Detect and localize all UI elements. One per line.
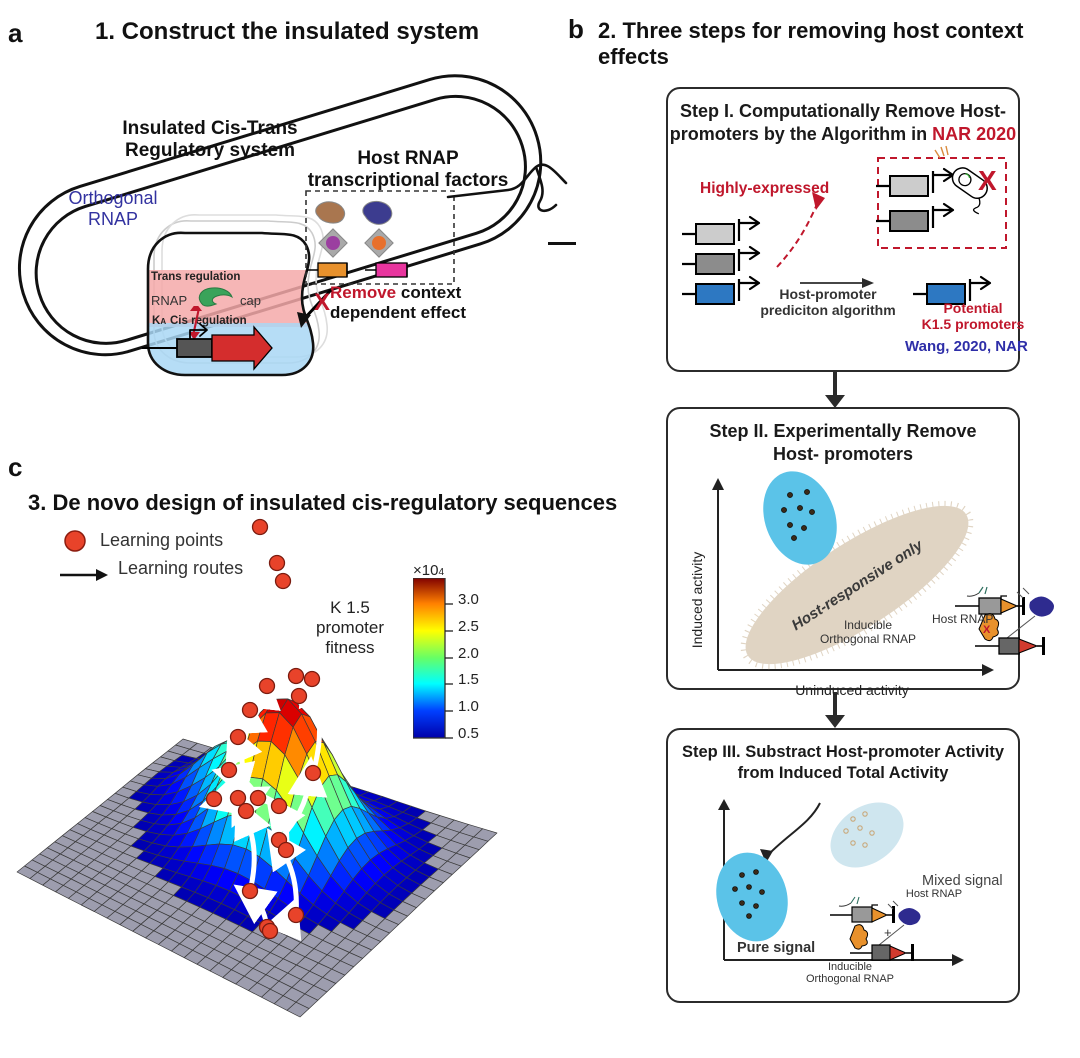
svg-text:Pure signal: Pure signal — [737, 940, 815, 956]
svg-text:Orthogonal RNAP: Orthogonal RNAP — [806, 973, 894, 985]
svg-text:Uninduced activity: Uninduced activity — [795, 682, 909, 698]
svg-text:Host RNAP: Host RNAP — [906, 888, 962, 900]
svg-text:Mixed signal: Mixed signal — [922, 873, 1003, 889]
svg-text:Induced activity: Induced activity — [689, 552, 705, 649]
svg-text:Inducible: Inducible — [828, 961, 872, 973]
svg-text:X: X — [314, 289, 330, 316]
svg-text:X: X — [978, 165, 997, 196]
